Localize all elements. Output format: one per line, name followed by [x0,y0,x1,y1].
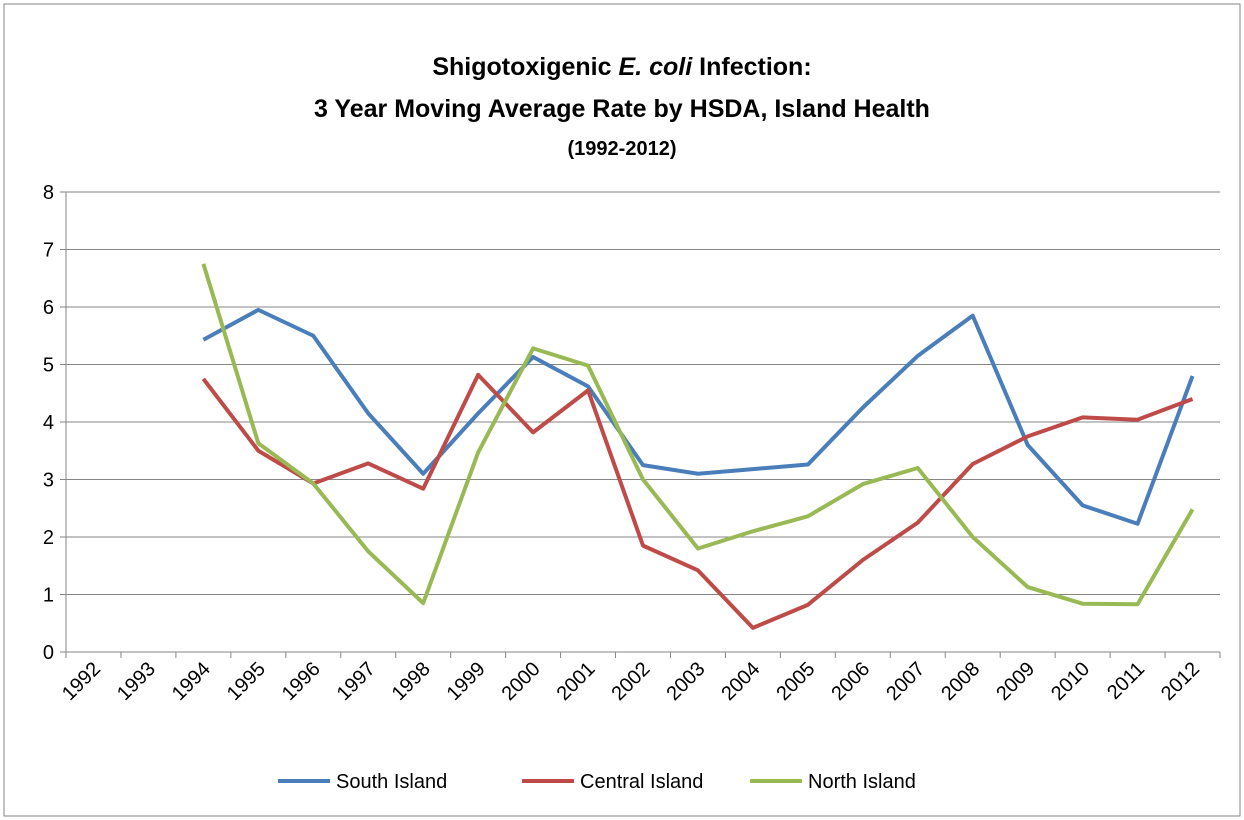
chart-title: 3 Year Moving Average Rate by HSDA, Isla… [314,95,930,123]
y-tick-label: 4 [43,412,54,434]
legend-label: North Island [808,771,916,793]
title-part: E. coli [619,53,694,81]
series-line [201,263,1195,607]
y-tick-label: 8 [43,182,54,204]
y-tick-label: 3 [43,470,54,492]
series-line [201,372,1194,630]
y-tick-label: 5 [43,355,54,377]
chart-title: Shigotoxigenic E. coli Infection: [432,53,811,81]
title-part: Shigotoxigenic [432,53,611,81]
series-line [202,307,1195,526]
chart-frame [3,3,1241,817]
y-tick-label: 0 [43,642,54,664]
y-tick-label: 1 [43,585,54,607]
chart-subtitle: (1992-2012) [568,138,677,160]
y-tick-label: 6 [43,297,54,319]
legend-label: Central Island [580,771,703,793]
y-tick-label: 7 [43,240,54,262]
title-part: Infection: [699,53,812,81]
legend-label: South Island [336,771,447,793]
y-tick-label: 2 [43,527,54,549]
